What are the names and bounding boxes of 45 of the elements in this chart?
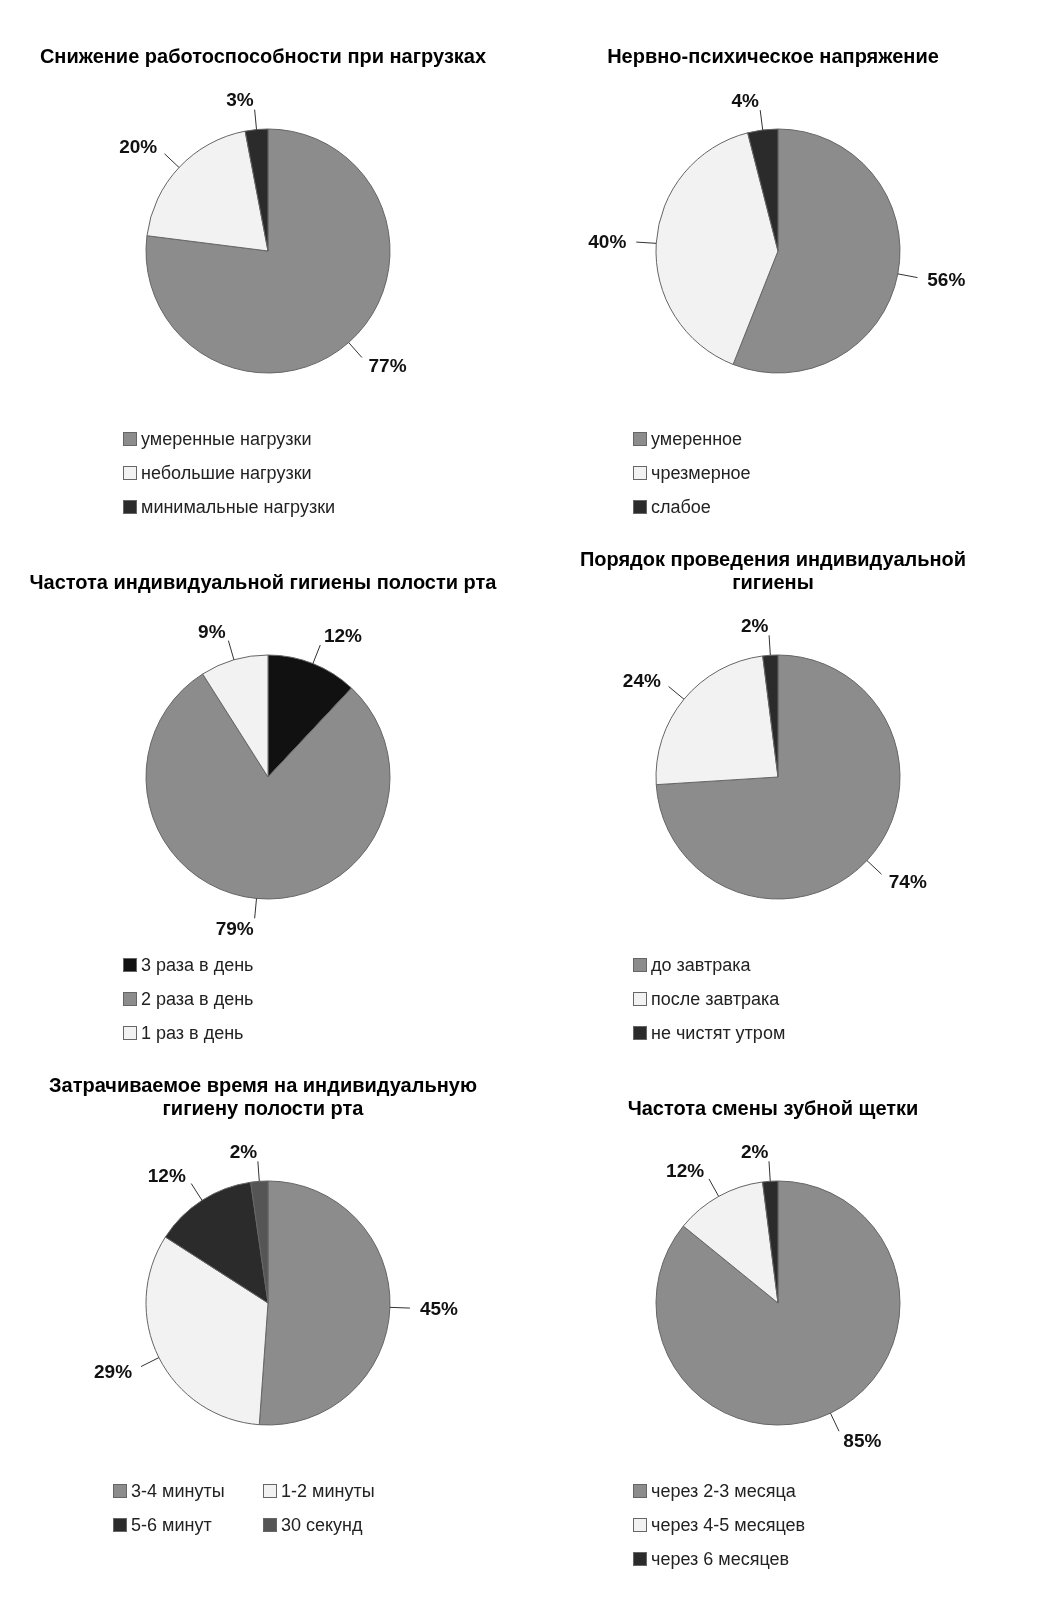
- legend-label: 1-2 минуты: [281, 1480, 375, 1502]
- legend-label: после завтрака: [651, 988, 780, 1010]
- legend-label: через 4-5 месяцев: [651, 1514, 806, 1536]
- data-label: 2%: [229, 1140, 258, 1162]
- legend-label: 5-6 минут: [131, 1514, 212, 1536]
- data-label: 3%: [226, 89, 254, 111]
- legend-label: умеренные нагрузки: [141, 428, 312, 450]
- data-label: 12%: [147, 1164, 186, 1186]
- legend-label: умеренное: [651, 428, 743, 450]
- data-label: 56%: [927, 268, 966, 290]
- chart-title: Частота смены зубной щетки: [627, 1097, 919, 1120]
- pie-slice: [655, 1180, 901, 1426]
- data-label: 12%: [666, 1159, 705, 1181]
- data-label: 29%: [94, 1360, 133, 1382]
- legend-label: 1 раз в день: [141, 1022, 244, 1044]
- data-label: 79%: [215, 917, 254, 939]
- chart-title: Снижение работоспособности при нагрузках: [39, 45, 487, 68]
- legend-label: слабое: [651, 496, 711, 518]
- legend-label: 3-4 минуты: [131, 1480, 225, 1502]
- data-label: 12%: [323, 625, 363, 647]
- data-label: 45%: [419, 1297, 459, 1319]
- data-label: 4%: [731, 89, 760, 111]
- legend-label: 30 секунд: [281, 1514, 363, 1536]
- legend-label: через 6 месяцев: [651, 1548, 790, 1570]
- chart-title: Порядок проведения индивидуальной гигиены: [578, 548, 968, 594]
- data-label: 74%: [888, 870, 927, 892]
- legend-label: не чистят утром: [651, 1022, 786, 1044]
- legend-label: чрезмерное: [651, 462, 751, 484]
- legend-label: 2 раза в день: [141, 988, 254, 1010]
- data-label: 40%: [588, 230, 627, 252]
- data-label: 2%: [740, 614, 769, 636]
- legend-label: минимальные нагрузки: [141, 496, 336, 518]
- chart-title: Частота индивидуальной гигиены полости рта: [29, 571, 497, 594]
- data-label: 9%: [198, 620, 226, 642]
- data-label: 85%: [843, 1429, 882, 1451]
- chart-title: Нервно-психическое напряжение: [607, 45, 939, 68]
- legend-label: до завтрака: [651, 954, 751, 976]
- legend-label: 3 раза в день: [141, 954, 254, 976]
- data-label: 20%: [119, 136, 158, 158]
- chart-title: Затрачиваемое время на индивидуальную гигиену полости рта: [48, 1074, 478, 1120]
- data-label: 2%: [740, 1140, 769, 1162]
- legend-label: небольшие нагрузки: [141, 462, 312, 484]
- data-label: 77%: [368, 354, 407, 376]
- data-label: 24%: [622, 669, 661, 691]
- legend-label: через 2-3 месяца: [651, 1480, 796, 1502]
